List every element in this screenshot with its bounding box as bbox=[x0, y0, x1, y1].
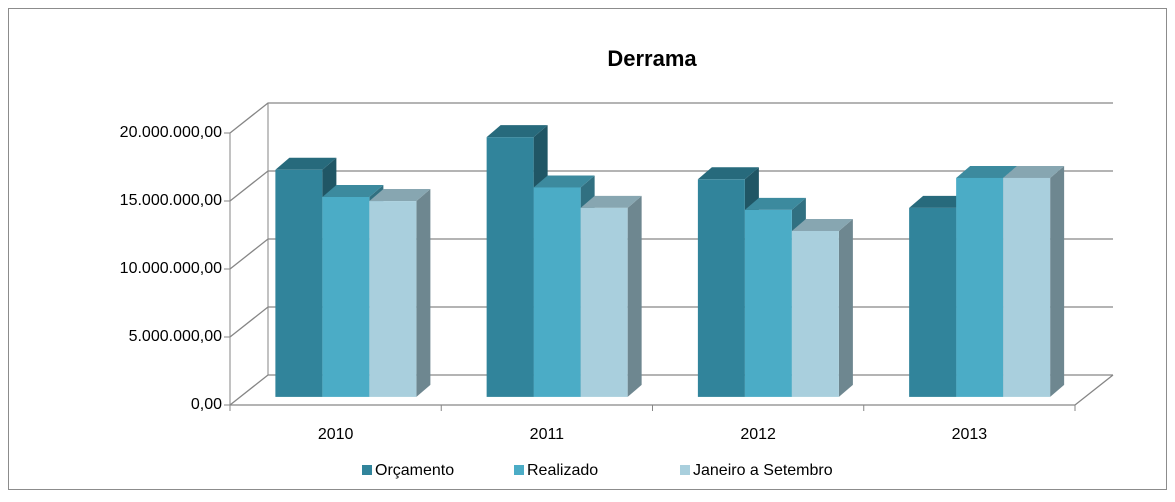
bar bbox=[533, 187, 581, 397]
bar-top bbox=[369, 189, 431, 202]
bar-side bbox=[416, 189, 431, 397]
bar-top bbox=[697, 167, 759, 180]
legend-label: Janeiro a Setembro bbox=[693, 462, 833, 479]
legend-swatch bbox=[362, 465, 372, 475]
bar-top bbox=[486, 125, 548, 138]
bar bbox=[697, 179, 745, 397]
bar-side bbox=[838, 218, 853, 397]
legend-swatch bbox=[680, 465, 690, 475]
legend-swatch bbox=[514, 465, 524, 475]
bar bbox=[580, 207, 628, 397]
grid-line bbox=[229, 170, 1113, 202]
bar bbox=[1003, 177, 1051, 397]
y-tick-label: 5.000.000,00 bbox=[129, 328, 223, 345]
bar-top bbox=[580, 195, 642, 208]
bar-top bbox=[791, 218, 853, 231]
bar-side bbox=[1050, 165, 1065, 397]
chart-title: Derrama bbox=[607, 46, 697, 71]
y-tick-label: 20.000.000,00 bbox=[120, 124, 222, 141]
y-tick-label: 15.000.000,00 bbox=[120, 192, 222, 209]
bar bbox=[322, 196, 370, 397]
bar bbox=[956, 177, 1004, 397]
y-tick-label: 10.000.000,00 bbox=[120, 260, 222, 277]
grid-line bbox=[229, 102, 1113, 134]
bar bbox=[369, 201, 417, 397]
legend-label: Orçamento bbox=[375, 462, 454, 479]
bar-side bbox=[627, 195, 642, 397]
bar-top bbox=[533, 175, 595, 188]
y-tick-label: 0,00 bbox=[191, 396, 222, 413]
bar bbox=[486, 137, 534, 397]
bar bbox=[275, 169, 323, 397]
bar bbox=[791, 230, 839, 397]
bar-top bbox=[275, 157, 337, 170]
bar bbox=[909, 207, 957, 397]
legend-label: Realizado bbox=[527, 462, 598, 479]
x-tick-label: 2011 bbox=[530, 426, 565, 443]
bar-top bbox=[909, 195, 971, 208]
x-tick-label: 2010 bbox=[318, 426, 354, 443]
bar-top bbox=[1003, 165, 1065, 178]
bar-top bbox=[322, 184, 384, 197]
x-tick-label: 2012 bbox=[740, 426, 776, 443]
bar-top bbox=[956, 165, 1018, 178]
x-tick-label: 2013 bbox=[952, 426, 988, 443]
bar-top bbox=[744, 197, 806, 210]
bar bbox=[744, 209, 792, 397]
